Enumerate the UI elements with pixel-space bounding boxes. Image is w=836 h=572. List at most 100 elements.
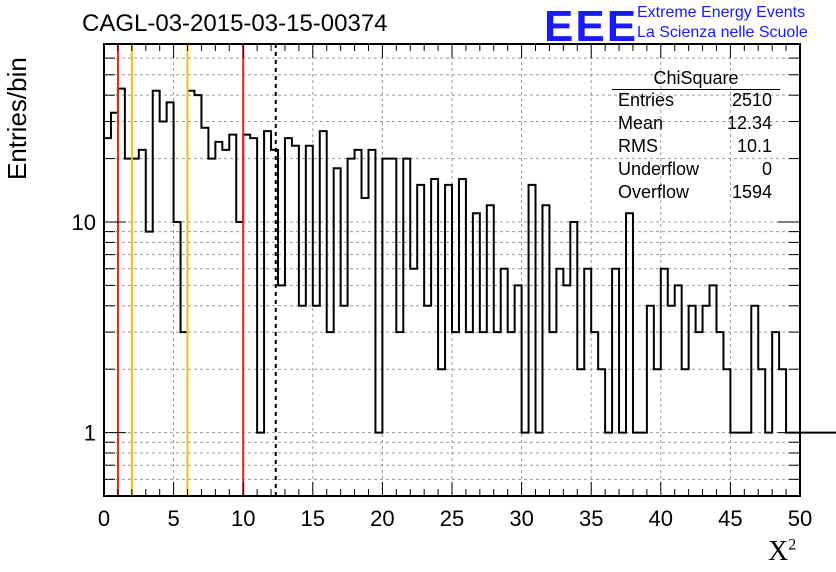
histogram-bin: [445, 185, 452, 496]
histogram-bin: [654, 369, 661, 496]
histogram-bin: [452, 332, 459, 496]
histogram-bin: [264, 131, 271, 496]
histogram-bin: [313, 306, 320, 496]
stats-box: ChiSquare Entries 2510 Mean 12.34 RMS 10.1 …: [612, 68, 780, 205]
histogram-bin: [508, 332, 515, 496]
histogram-bin: [160, 122, 167, 496]
histogram-bin: [633, 433, 640, 496]
histogram-bin: [355, 150, 362, 496]
histogram-bin: [744, 433, 751, 496]
logo-line-2: La Scienza nelle Scuole: [637, 24, 808, 41]
histogram-bin: [612, 269, 619, 496]
histogram-bin: [529, 185, 536, 496]
histogram-bin: [257, 433, 264, 496]
histogram-bin: [459, 179, 466, 496]
y-tick-label: 10: [72, 210, 96, 235]
histogram-bin: [348, 159, 355, 496]
x-tick-label: 40: [649, 506, 673, 531]
axis-ticks: 0 5 10 15 20 25 30 35 40 45 50 1 10: [72, 44, 812, 531]
histogram-bin: [501, 269, 508, 496]
histogram-bin: [201, 128, 208, 496]
histogram-bin: [188, 91, 195, 496]
histogram-bin: [146, 232, 153, 496]
x-tick-label: 5: [167, 506, 179, 531]
logo-line-1: Extreme Energy Events: [637, 4, 806, 21]
histogram-bin: [640, 433, 647, 496]
histogram-bin: [229, 135, 236, 496]
x-tick-label: 15: [301, 506, 325, 531]
histogram-bin: [473, 213, 480, 496]
histogram-bin: [424, 306, 431, 496]
eee-logo: EEE: [544, 2, 639, 51]
histogram-bin: [125, 159, 132, 496]
histogram-bin: [299, 306, 306, 496]
histogram-bin: [577, 369, 584, 496]
histogram-bin: [765, 433, 772, 496]
histogram-bin: [716, 332, 723, 496]
histogram-bin: [682, 369, 689, 496]
histogram-bin: [710, 285, 717, 496]
histogram-bin: [153, 91, 160, 496]
histogram-bin: [549, 332, 556, 496]
histogram-bin: [605, 433, 612, 496]
stats-row: Underflow 0: [618, 159, 772, 179]
histogram-bin: [215, 142, 222, 496]
histogram-bin: [410, 269, 417, 496]
histogram-bin: [403, 159, 410, 496]
chart-title: CAGL-03-2015-03-15-00374: [82, 10, 388, 37]
x-axis-label: X2: [768, 536, 797, 567]
x-tick-label: 20: [370, 506, 394, 531]
histogram-bin: [362, 198, 369, 496]
histogram-bin: [703, 306, 710, 496]
histogram-bin: [591, 332, 598, 496]
histogram-bin: [208, 159, 215, 496]
histogram-bin: [382, 159, 389, 496]
histogram-bins: [103, 87, 836, 496]
histogram-bin: [396, 332, 403, 496]
histogram-bin: [814, 433, 821, 496]
histogram-bin: [327, 332, 334, 496]
histogram-bin: [542, 205, 549, 496]
histogram-bin: [800, 433, 807, 496]
histogram-bin: [626, 213, 633, 496]
histogram-bin: [236, 222, 243, 496]
histogram-bin: [772, 332, 779, 496]
histogram-bin: [647, 306, 654, 496]
stats-row: Mean 12.34: [618, 113, 772, 133]
histogram-bin: [341, 306, 348, 496]
histogram-bin: [563, 285, 570, 496]
histogram-bin: [222, 150, 229, 496]
x-tick-label: 45: [718, 506, 742, 531]
histogram-bin: [807, 433, 814, 496]
histogram-bin: [334, 168, 341, 496]
histogram-bin: [368, 150, 375, 496]
histogram-bin: [118, 89, 125, 496]
histogram-bin: [619, 433, 626, 496]
histogram-bin: [494, 332, 501, 496]
histogram-bin: [570, 222, 577, 496]
x-tick-label: 25: [440, 506, 464, 531]
histogram-bin: [167, 102, 174, 496]
x-tick-label: 0: [98, 506, 110, 531]
histogram-outline: [103, 87, 836, 496]
histogram-bin: [438, 369, 445, 496]
histogram-bin: [723, 369, 730, 496]
histogram-bin: [536, 433, 543, 496]
histogram-bin: [250, 138, 257, 496]
histogram-bin: [737, 433, 744, 496]
histogram-bin: [515, 285, 522, 496]
histogram-bin: [174, 222, 181, 496]
x-tick-label: 50: [788, 506, 812, 531]
marker-lines: [116, 44, 277, 496]
histogram-bin: [466, 332, 473, 496]
histogram-bin: [584, 269, 591, 496]
histogram-bin: [292, 146, 299, 496]
stats-title: ChiSquare: [612, 68, 780, 90]
histogram-bin: [320, 131, 327, 496]
histogram-bin: [661, 269, 668, 496]
histogram-bin: [480, 332, 487, 496]
histogram-bin: [487, 205, 494, 496]
histogram-bin: [243, 135, 250, 496]
histogram-bin: [598, 369, 605, 496]
